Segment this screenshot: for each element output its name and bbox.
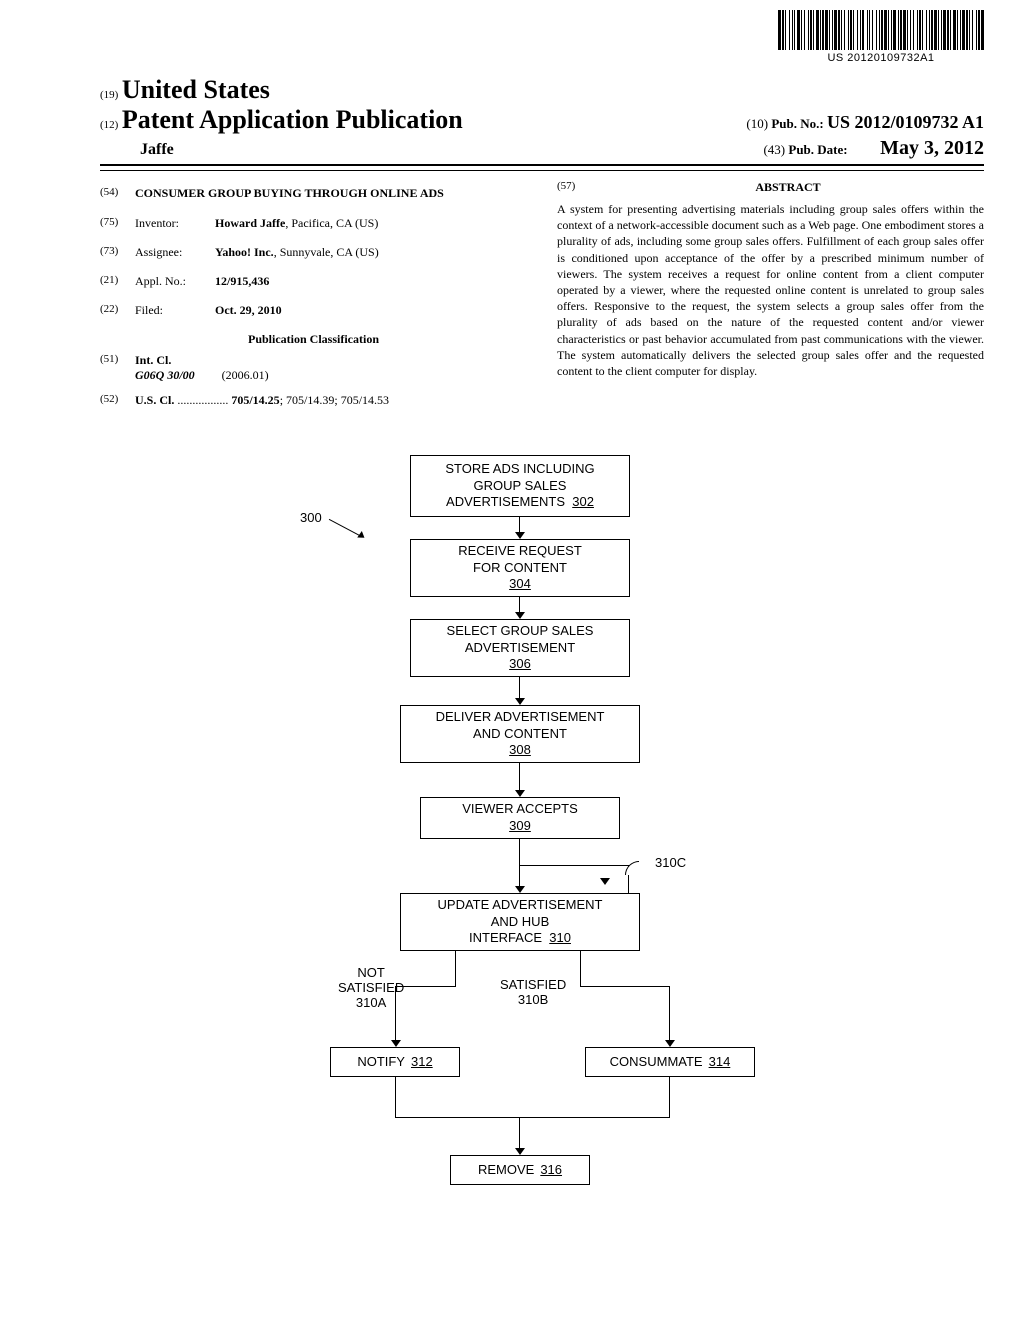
fig-line-310-right-v	[580, 951, 581, 986]
abstract-code: (57)	[557, 180, 592, 201]
assignee-name: Yahoo! Inc.	[215, 245, 274, 259]
fig-box-316: REMOVE 316	[450, 1155, 590, 1185]
pubno-label: Pub. No.:	[771, 116, 823, 131]
fig-label-310a: NOT SATISFIED 310A	[338, 965, 404, 1010]
assignee-code: (73)	[100, 245, 135, 260]
document-header: (19) United States (12) Patent Applicati…	[100, 75, 984, 173]
barcode-graphic	[778, 10, 984, 50]
fig-arrow-304-306	[519, 597, 520, 613]
doc-code: (12)	[100, 119, 118, 131]
fig-line-merge-h	[395, 1117, 670, 1118]
uscl-dots: .................	[177, 393, 231, 407]
inventor-name: Howard Jaffe	[215, 216, 285, 230]
fig-label-310c: 310C	[655, 855, 686, 870]
filed-label: Filed:	[135, 303, 215, 318]
fig-box-312: NOTIFY 312	[330, 1047, 460, 1077]
uscl-main: 705/14.25	[231, 393, 279, 407]
applicant-name: Jaffe	[100, 141, 174, 159]
fig-line-310-left-v	[455, 951, 456, 986]
assignee-label: Assignee:	[135, 245, 215, 260]
header-rule-1	[100, 164, 984, 166]
country-code: (19)	[100, 89, 118, 101]
pubdate-code: (43)	[763, 142, 785, 157]
title-code: (54)	[100, 186, 135, 202]
fig-box-304: RECEIVE REQUEST FOR CONTENT 304	[410, 539, 630, 597]
intcl-date: (2006.01)	[222, 368, 269, 382]
inventor-value: Howard Jaffe, Pacifica, CA (US)	[215, 216, 527, 231]
fig-arrowhead-310c	[600, 878, 610, 885]
filed-code: (22)	[100, 303, 135, 318]
pubno-code: (10)	[746, 116, 768, 131]
assignee-loc: , Sunnyvale, CA (US)	[274, 245, 379, 259]
fig-box-306: SELECT GROUP SALES ADVERTISEMENT 306	[410, 619, 630, 677]
header-rule-2	[100, 170, 984, 171]
fig-box-308: DELIVER ADVERTISEMENT AND CONTENT 308	[400, 705, 640, 763]
fig-line-314-down	[669, 1077, 670, 1117]
bibliographic-columns: (54) CONSUMER GROUP BUYING THROUGH ONLIN…	[100, 180, 984, 414]
uscl-value: U.S. Cl. ................. 705/14.25; 70…	[135, 393, 527, 408]
country-line: (19) United States	[100, 75, 984, 105]
fig-arrow-302-304	[519, 517, 520, 533]
fig-arrow-merge-316	[519, 1117, 520, 1149]
inventor-loc: , Pacifica, CA (US)	[285, 216, 378, 230]
fig-line-312-down	[395, 1077, 396, 1117]
flowchart-figure: 300 STORE ADS INCLUDING GROUP SALES ADVE…	[0, 455, 1024, 1275]
doc-type-line: (12) Patent Application Publication	[100, 105, 463, 135]
fig-box-314: CONSUMMATE 314	[585, 1047, 755, 1077]
fig-box-302: STORE ADS INCLUDING GROUP SALES ADVERTIS…	[410, 455, 630, 517]
fig-arrowhead-300	[357, 531, 367, 541]
fig-line-310c-h1	[519, 865, 629, 866]
doc-type: Patent Application Publication	[122, 105, 463, 134]
fig-line-310-right-h	[580, 986, 670, 987]
fig-box-310: UPDATE ADVERTISEMENT AND HUB INTERFACE 3…	[400, 893, 640, 951]
intcl-block: Int. Cl. G06Q 30/00 (2006.01)	[135, 353, 527, 383]
uscl-code: (52)	[100, 393, 135, 408]
fig-arrow-310-314	[669, 986, 670, 1041]
barcode-text: US 20120109732A1	[778, 52, 984, 64]
fig-arrow-308-309	[519, 763, 520, 791]
fig-arrow-306-308	[519, 677, 520, 699]
fig-box-309: VIEWER ACCEPTS 309	[420, 797, 620, 839]
assignee-value: Yahoo! Inc., Sunnyvale, CA (US)	[215, 245, 527, 260]
pub-class-heading: Publication Classification	[100, 332, 527, 347]
filed-value: Oct. 29, 2010	[215, 303, 527, 318]
barcode-block: US 20120109732A1	[778, 10, 984, 64]
fig-ref-300: 300	[300, 510, 322, 525]
pubdate-line: (43) Pub. Date: May 3, 2012	[763, 137, 984, 160]
intcl-class: G06Q 30/00	[135, 368, 195, 382]
country-name: United States	[122, 75, 270, 104]
applno-value: 12/915,436	[215, 274, 527, 289]
uscl-rest: ; 705/14.39; 705/14.53	[280, 393, 389, 407]
uscl-label: U.S. Cl.	[135, 393, 174, 407]
inventor-label: Inventor:	[135, 216, 215, 231]
fig-leader-300	[329, 519, 360, 536]
intcl-label: Int. Cl.	[135, 353, 171, 367]
pubno-value: US 2012/0109732 A1	[827, 112, 984, 132]
pubdate-label: Pub. Date:	[788, 142, 847, 157]
applno-label: Appl. No.:	[135, 274, 215, 289]
pubdate-value: May 3, 2012	[880, 137, 984, 159]
fig-arrow-309-310	[519, 839, 520, 887]
invention-title: CONSUMER GROUP BUYING THROUGH ONLINE ADS	[135, 186, 527, 202]
fig-loop-corner	[625, 861, 639, 875]
inventor-code: (75)	[100, 216, 135, 231]
fig-label-310b: SATISFIED 310B	[500, 977, 566, 1007]
left-column: (54) CONSUMER GROUP BUYING THROUGH ONLIN…	[100, 180, 527, 414]
intcl-code: (51)	[100, 353, 135, 383]
pubno-line: (10) Pub. No.: US 2012/0109732 A1	[746, 112, 984, 133]
applno-code: (21)	[100, 274, 135, 289]
right-column: (57) ABSTRACT A system for presenting ad…	[557, 180, 984, 414]
abstract-body: A system for presenting advertising mate…	[557, 201, 984, 379]
abstract-heading: ABSTRACT	[592, 180, 984, 195]
